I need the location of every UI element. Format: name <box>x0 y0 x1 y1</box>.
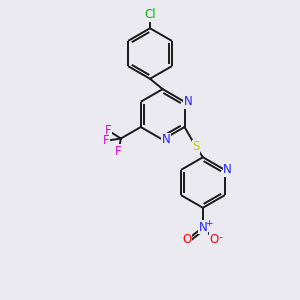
Text: O: O <box>182 233 191 247</box>
Text: N: N <box>199 221 207 234</box>
Text: N: N <box>223 164 232 176</box>
Text: +: + <box>206 219 213 228</box>
Text: O: O <box>210 233 219 247</box>
Text: N: N <box>162 133 170 146</box>
Text: N: N <box>184 95 192 108</box>
Text: F: F <box>115 145 122 158</box>
Text: -: - <box>219 232 223 242</box>
Text: S: S <box>192 140 200 153</box>
Text: F: F <box>105 124 112 137</box>
Text: F: F <box>103 134 109 147</box>
Text: Cl: Cl <box>144 8 156 21</box>
